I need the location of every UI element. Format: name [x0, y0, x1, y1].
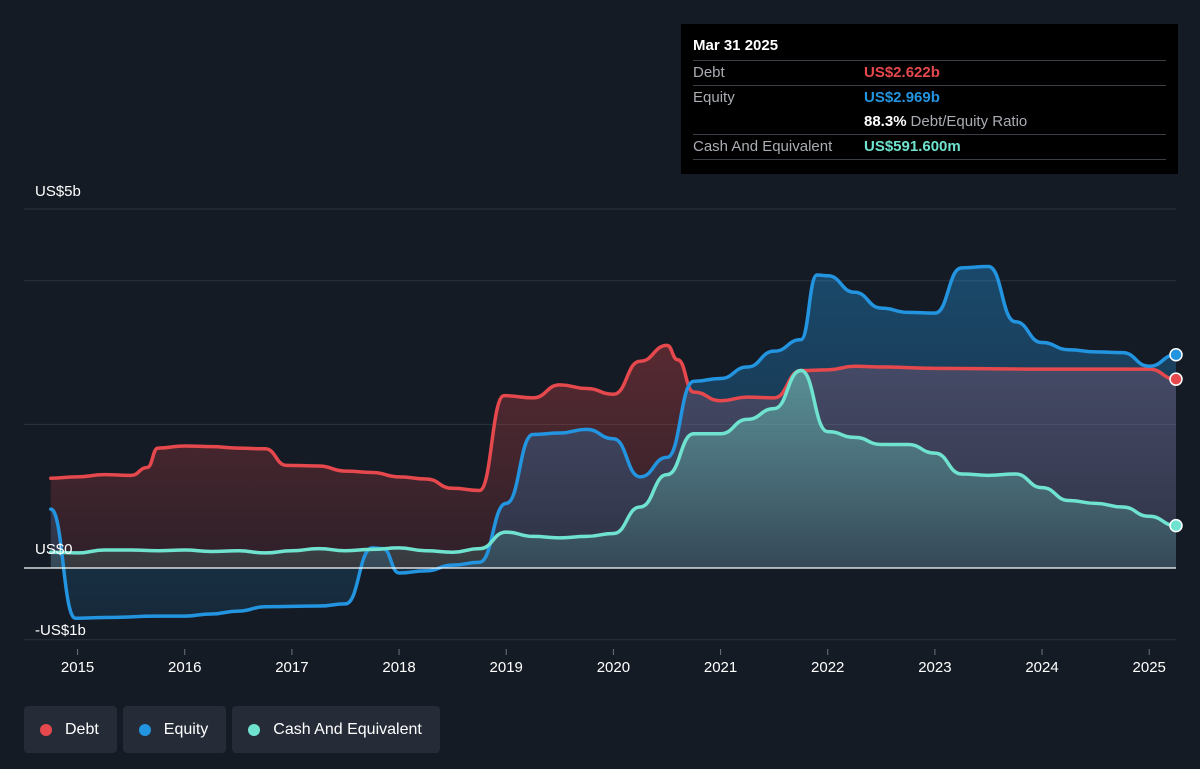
x-tick-label: 2017	[275, 659, 308, 676]
cash-and-equivalent-line	[49, 368, 1178, 555]
series-lines	[49, 264, 1178, 621]
tooltip-equity-row: Equity US$2.969b	[693, 85, 1166, 110]
series-areas	[50, 266, 1177, 619]
x-tick-label: 2018	[382, 659, 415, 676]
equity-dot-icon	[138, 723, 151, 736]
tooltip-cash-value: US$591.600m	[864, 138, 961, 155]
tooltip-debt-label: Debt	[693, 64, 725, 81]
debt-line	[49, 343, 1178, 493]
tooltip-debt-value: US$2.622b	[864, 64, 940, 81]
x-tick-label: 2015	[61, 659, 94, 676]
x-tick-label: 2016	[168, 659, 201, 676]
tooltip-equity-value: US$2.969b	[864, 89, 940, 106]
tooltip-ratio-label: Debt/Equity Ratio	[910, 113, 1028, 130]
tooltip-equity-label: Equity	[693, 89, 735, 106]
cash-dot-icon	[248, 723, 261, 736]
tooltip-date: Mar 31 2025	[693, 37, 779, 54]
tooltip-cash-label: Cash And Equivalent	[693, 138, 833, 155]
x-tick-label: 2023	[918, 659, 951, 676]
y-axis-label-bottom: -US$1b	[35, 622, 86, 639]
x-tick-label: 2022	[811, 659, 844, 676]
legend-label-debt: Debt	[65, 720, 99, 738]
tooltip-cash-row: Cash And Equivalent US$591.600m	[693, 134, 1166, 160]
legend-label-cash: Cash And Equivalent	[273, 720, 422, 738]
chart-legend: Debt Equity Cash And Equivalent	[24, 706, 440, 753]
x-axis-ticks: 2015 2016 2017 2018 2019 2020 2021 2022 2023 2024…	[61, 649, 1166, 676]
equity-end-point	[1169, 348, 1183, 362]
x-tick-label: 2019	[490, 659, 523, 676]
x-tick-label: 2025	[1133, 659, 1166, 676]
equity-line	[49, 264, 1178, 621]
legend-item-cash[interactable]: Cash And Equivalent	[232, 706, 440, 753]
tooltip-ratio-value: 88.3%	[864, 113, 907, 130]
y-axis-label-zero: US$0	[35, 541, 73, 558]
tooltip-debt-row: Debt US$2.622b	[693, 60, 1166, 85]
legend-label-equity: Equity	[163, 720, 209, 738]
cash-and-equivalent-area	[50, 370, 1177, 568]
legend-item-equity[interactable]: Equity	[122, 706, 227, 753]
cash-and-equivalent-end-point	[1169, 518, 1183, 533]
y-axis-label-top: US$5b	[35, 183, 81, 200]
x-tick-label: 2021	[704, 659, 737, 676]
debt-end-point	[1169, 372, 1183, 386]
x-tick-label: 2020	[597, 659, 630, 676]
debt-dot-icon	[40, 723, 52, 736]
tooltip-ratio-row: 88.3% Debt/Equity Ratio	[693, 110, 1166, 134]
legend-item-debt[interactable]: Debt	[24, 706, 117, 753]
end-markers	[1169, 348, 1183, 533]
x-tick-label: 2024	[1025, 659, 1058, 676]
data-tooltip: Mar 31 2025 Debt US$2.622b Equity US$2.9…	[681, 24, 1178, 174]
